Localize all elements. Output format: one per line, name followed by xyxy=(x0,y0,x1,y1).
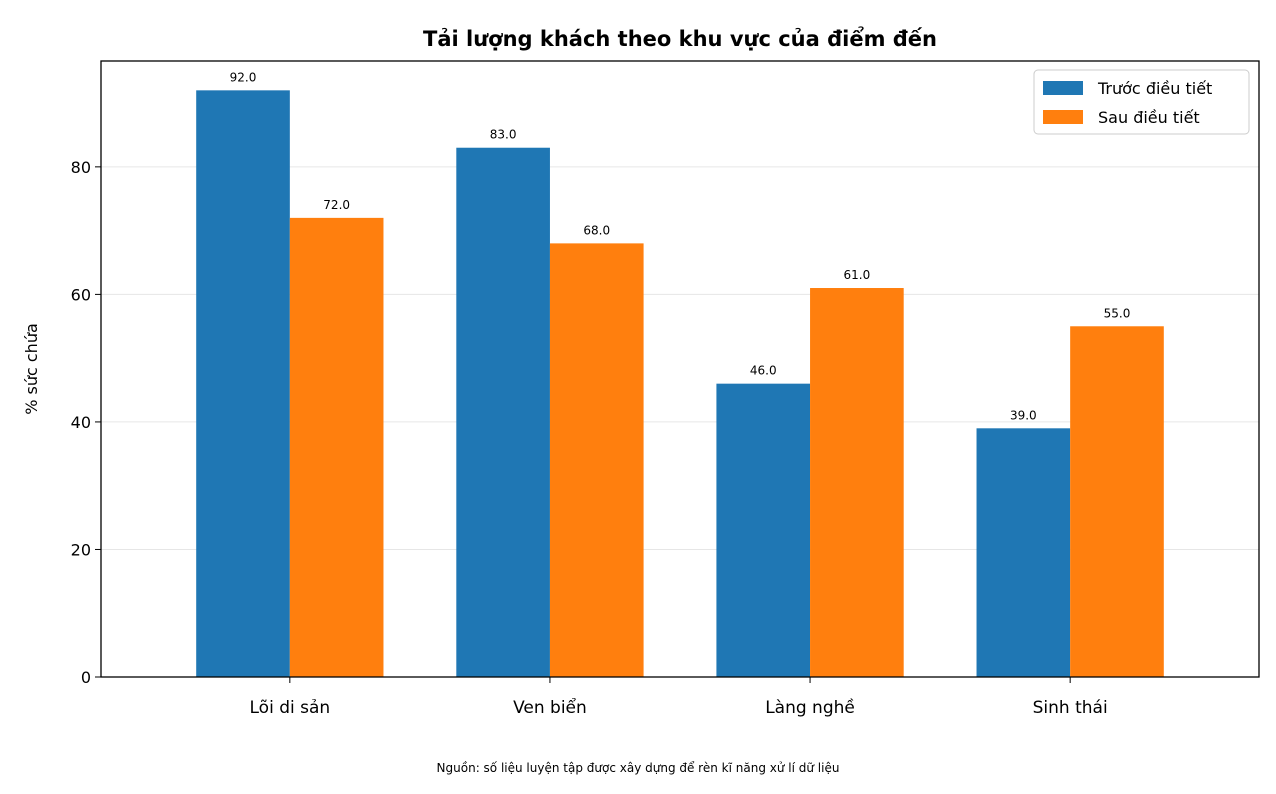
data-label: 55.0 xyxy=(1104,306,1131,320)
y-axis-label: % sức chứa xyxy=(22,323,41,415)
bar-before-1 xyxy=(456,147,550,678)
y-tick-label: 20 xyxy=(71,540,91,559)
data-label: 46.0 xyxy=(750,364,777,378)
x-tick-label: Ven biển xyxy=(513,697,587,718)
legend-box xyxy=(1033,69,1250,135)
data-label: 72.0 xyxy=(323,198,350,212)
y-tick-label: 60 xyxy=(71,285,91,304)
legend-label: Trước điều tiết xyxy=(1097,79,1212,98)
x-tick-label: Sinh thái xyxy=(1033,698,1108,718)
legend-label: Sau điều tiết xyxy=(1098,108,1200,127)
bar-after-0 xyxy=(289,217,384,677)
legend: Trước điều tiết Sau điều tiết xyxy=(1033,69,1250,135)
bar-before-2 xyxy=(716,383,811,677)
bar-after-1 xyxy=(549,243,644,677)
data-label: 61.0 xyxy=(844,268,871,282)
axes: 0 20 40 60 80 Lõi di sản Ven biển Làng nghề Sinh… xyxy=(71,60,1260,718)
y-tick-label: 0 xyxy=(81,668,91,687)
data-label: 68.0 xyxy=(583,223,610,237)
source-note: Nguồn: số liệu luyện tập được xây dựng đ… xyxy=(437,761,840,775)
bar-after-2 xyxy=(810,288,904,677)
x-tick-label: Làng nghề xyxy=(765,697,855,718)
legend-swatch xyxy=(1043,110,1083,124)
y-tick-label: 40 xyxy=(71,413,91,432)
legend-swatch xyxy=(1043,81,1083,95)
data-label: 39.0 xyxy=(1010,408,1037,422)
plot-frame xyxy=(100,60,1260,678)
bar-after-3 xyxy=(1070,326,1164,677)
chart-title: Tải lượng khách theo khu vực của điểm đế… xyxy=(423,26,937,51)
data-label: 83.0 xyxy=(490,128,517,142)
data-labels: 92.0 72.0 83.0 68.0 46.0 61.0 39.0 55.0 xyxy=(230,70,1131,422)
data-label: 92.0 xyxy=(230,70,257,84)
x-tick-label: Lõi di sản xyxy=(250,698,331,718)
bar-before-3 xyxy=(976,428,1071,677)
bars xyxy=(196,90,1164,678)
y-tick-label: 80 xyxy=(71,158,91,177)
bar-before-0 xyxy=(196,90,290,678)
